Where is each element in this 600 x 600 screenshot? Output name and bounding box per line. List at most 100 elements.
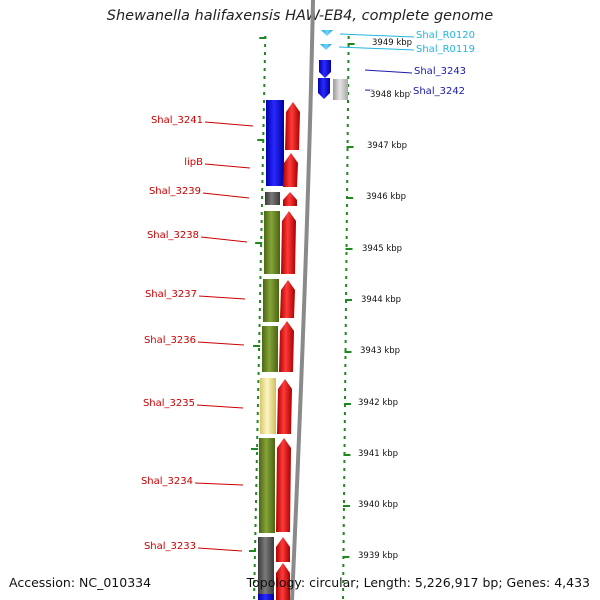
ruler-left-dot — [259, 292, 262, 295]
ruler-left-dot — [253, 564, 256, 567]
ruler-left-dot — [255, 500, 257, 503]
ruler-left-dot — [258, 340, 261, 343]
ruler-right-dot — [345, 228, 348, 231]
cds-arrow-lipb[interactable] — [283, 153, 298, 187]
ruler-left-dot — [261, 188, 264, 191]
ruler-right-dot — [345, 284, 348, 287]
ruler-left-dot — [260, 212, 263, 215]
ruler-left-dot — [256, 436, 259, 439]
feature-label-left[interactable]: Shal_3236 — [143, 335, 196, 346]
feature-label-left[interactable]: Shal_3234 — [140, 476, 193, 487]
feature-shal-3237-block[interactable] — [263, 279, 279, 322]
ruler-right-major-tick — [346, 197, 354, 199]
ruler-right-major-tick — [347, 43, 355, 45]
genome-backbone — [290, 0, 315, 600]
ruler-left-dot — [254, 540, 257, 543]
cds-arrow-shal-3235[interactable] — [277, 379, 292, 434]
ruler-right-dot — [344, 388, 347, 391]
ruler-left-major-tick — [248, 550, 256, 552]
ruler-left-dot — [253, 588, 256, 591]
feature-shal-3233-block[interactable] — [258, 537, 274, 600]
leader-line-left — [200, 236, 248, 243]
ruler-left-dot — [263, 84, 266, 87]
feature-label-left[interactable]: Shal_3233 — [143, 541, 196, 552]
ruler-left-dot — [259, 252, 262, 255]
ruler-right-dot — [345, 220, 348, 223]
feature-label-left[interactable]: Shal_3235 — [142, 398, 195, 409]
ruler-left-dot — [262, 148, 265, 151]
cds-arrow-shal-3241[interactable] — [285, 102, 300, 150]
ruler-left-dot — [257, 380, 260, 383]
feature-shal-3239-block[interactable] — [265, 192, 280, 205]
ruler-right-dot — [345, 212, 348, 215]
feature-shal-3238-block[interactable] — [264, 211, 280, 274]
ruler-left-dot — [261, 164, 264, 167]
ruler-right-dot — [343, 444, 346, 447]
feature-label-left[interactable]: lipB — [184, 157, 203, 168]
ruler-left-major-tick — [257, 139, 265, 141]
leader-line-right — [364, 69, 413, 74]
ruler-left-dot — [254, 532, 257, 535]
feature-shal-3233-block-2[interactable] — [258, 594, 274, 600]
ruler-left-dot — [261, 156, 264, 159]
ruler-left-dot — [263, 52, 266, 55]
ruler-left-major-tick — [253, 345, 261, 347]
ruler-right-dot — [346, 132, 349, 135]
ruler-label: 3945 kbp — [362, 244, 403, 254]
feature-shal-3234-block[interactable] — [259, 438, 275, 533]
feature-label-right[interactable]: Shal_3243 — [414, 66, 467, 77]
feature-label-left[interactable]: Shal_3241 — [150, 115, 203, 126]
feature-label-right[interactable]: Shal_R0119 — [416, 44, 475, 55]
feature-shal-3235-block[interactable] — [260, 378, 276, 434]
cds-arrow-shal-3236[interactable] — [279, 321, 294, 372]
trna-shal-r0120[interactable] — [321, 30, 333, 36]
ruler-right-dot — [342, 516, 345, 519]
ruler-right-dot — [343, 428, 346, 431]
leader-line-right — [339, 33, 415, 38]
ruler-left-dot — [260, 228, 263, 231]
cds-arrow-shal-3238[interactable] — [281, 211, 296, 274]
cds-arrow-shal-3234[interactable] — [276, 438, 291, 532]
feature-label-left[interactable]: Shal_3239 — [148, 186, 201, 197]
feature-label-right[interactable]: Shal_3242 — [413, 86, 466, 97]
genome-title: Shewanella halifaxensis HAW-EB4, complet… — [106, 8, 494, 24]
ruler-label: 3946 kbp — [366, 192, 407, 202]
gene-shal-3242[interactable] — [318, 78, 330, 99]
ruler-left-dot — [256, 420, 259, 423]
ruler-left-dot — [254, 548, 257, 551]
ruler-left-dot — [256, 404, 259, 407]
feature-label-left[interactable]: Shal_3238 — [146, 230, 199, 241]
ruler-left-dot — [258, 324, 261, 327]
cds-arrow-shal-3237[interactable] — [280, 280, 295, 318]
feature-shal-3236-block[interactable] — [262, 326, 278, 372]
cds-track — [276, 102, 300, 600]
ruler-left-dot — [260, 220, 263, 223]
ruler-left-dot — [261, 180, 264, 183]
feature-label-right[interactable]: Shal_R0120 — [416, 30, 475, 41]
ruler-right-dot — [344, 308, 347, 311]
ruler-left-dot — [263, 100, 265, 103]
ruler-right-dot — [346, 116, 349, 119]
feature-label-left[interactable]: Shal_3237 — [144, 289, 197, 300]
cds-arrow-shal-3239[interactable] — [283, 192, 297, 206]
ruler-right-dot — [345, 236, 348, 239]
feature-shal-3241-block[interactable] — [266, 100, 284, 186]
ruler-left-dot — [262, 116, 265, 119]
ruler-right-dot — [345, 260, 348, 263]
cds-arrow-shal-3233-b[interactable] — [276, 563, 290, 600]
ruler-right-dot — [344, 340, 347, 343]
ruler-right-dot — [343, 452, 346, 455]
ruler-right-dot — [346, 180, 349, 183]
ruler-right-dot — [345, 276, 348, 279]
trna-shal-r0119[interactable] — [320, 44, 332, 50]
gene-shal-3242-partner[interactable] — [333, 79, 348, 100]
ruler-label: 3941 kbp — [358, 449, 399, 459]
ruler-label: 3947 kbp — [367, 141, 408, 151]
ruler-left-dot — [259, 276, 262, 279]
ruler-left-major-tick — [251, 448, 259, 450]
cds-arrow-shal-3233[interactable] — [276, 537, 290, 562]
ruler-left-dot — [259, 268, 262, 271]
gene-shal-3243[interactable] — [319, 60, 331, 78]
ruler-right-dot — [343, 468, 346, 471]
